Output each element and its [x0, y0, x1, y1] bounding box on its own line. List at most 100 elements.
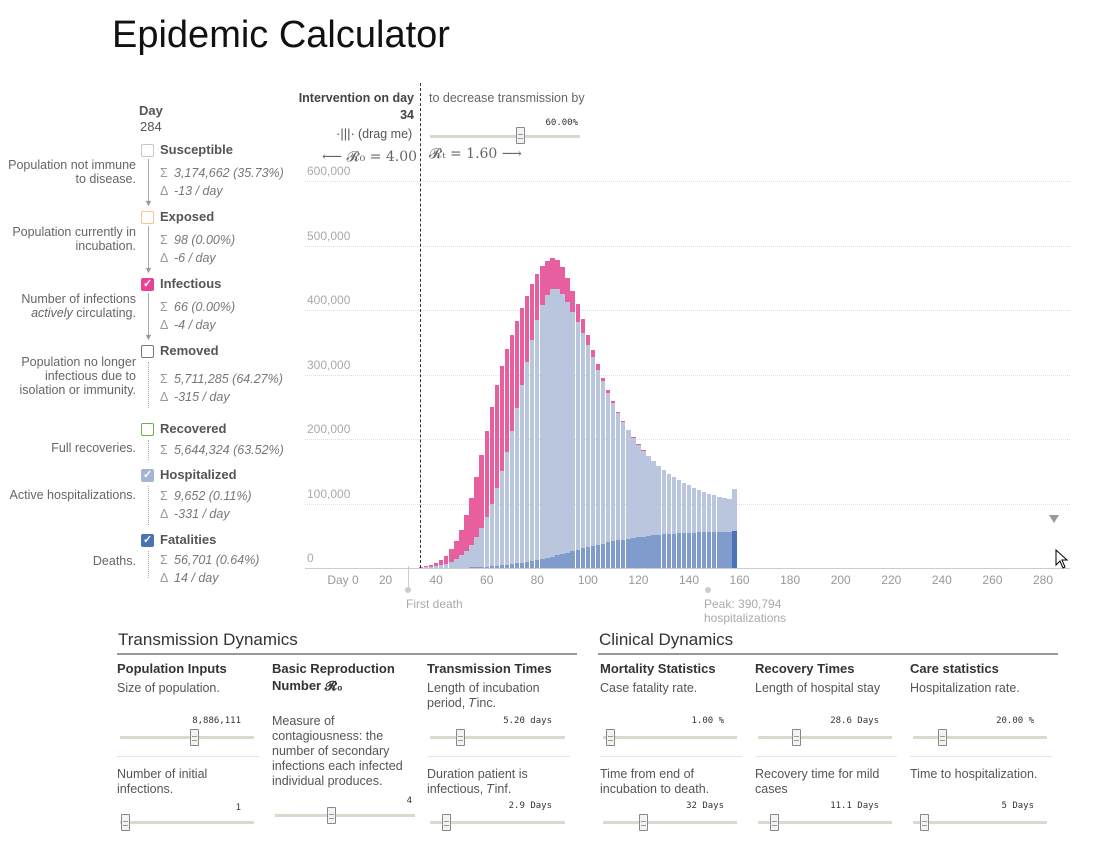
bar-infectious: [600, 377, 606, 382]
checkbox-susceptible[interactable]: [141, 144, 154, 157]
day-label: Day: [139, 103, 163, 118]
bar-hospitalized: [560, 294, 565, 554]
bar-hospitalized: [540, 305, 545, 559]
time-to-hospitalization-slider-knob[interactable]: [919, 814, 929, 831]
bar-fatalities: [686, 532, 692, 568]
delta-symbol: Δ: [160, 507, 169, 521]
sum-symbol: Σ: [160, 372, 168, 386]
bar-infectious: [499, 366, 505, 472]
bar-infectious: [494, 385, 500, 489]
intervention-line[interactable]: [420, 83, 421, 568]
bar-infectious: [575, 304, 580, 323]
bar-hospitalized: [595, 369, 601, 545]
fatality-rate-slider-track[interactable]: [603, 736, 737, 739]
bar-hospitalized: [671, 477, 677, 534]
bar-infectious: [631, 437, 636, 438]
bar-hospitalized: [646, 456, 651, 536]
checkbox-removed[interactable]: [141, 345, 154, 358]
y-tick-label: 400,000: [307, 293, 351, 308]
y-tick-label: 600,000: [307, 164, 351, 179]
state-desc-susceptible: Population not immune to disease.: [8, 158, 136, 186]
hospital-stay-slider-knob[interactable]: [791, 729, 801, 746]
mild-recovery-value: 11.1 Days: [830, 801, 879, 811]
x-tick-label: 180: [780, 573, 801, 587]
bar-fatalities: [509, 564, 515, 568]
drag-handle-icon[interactable]: ·|||·: [336, 126, 355, 141]
initial-infections-description: Number of initial infections.: [117, 767, 208, 796]
stats-exposed: Σ 98 (0.00%) Δ -6 / day: [160, 231, 235, 267]
initial-infections-slider-track[interactable]: [120, 821, 254, 824]
hospital-stay-heading: Recovery Times: [755, 661, 855, 676]
delta-value: -4 / day: [174, 318, 216, 332]
check-icon: ✓: [143, 534, 153, 546]
bar-infectious: [590, 349, 596, 358]
bar-fatalities: [524, 561, 530, 568]
state-toggle-fatalities[interactable]: ✓ Fatalities: [141, 531, 216, 549]
check-icon: ✓: [143, 469, 153, 481]
mild-recovery-description: Recovery time for mild cases: [755, 767, 880, 796]
checkbox-fatalities[interactable]: ✓: [141, 534, 154, 547]
r0-slider-knob[interactable]: [327, 807, 336, 824]
state-toggle-infectious[interactable]: ✓ Infectious: [141, 275, 221, 293]
initial-infections-slider-knob[interactable]: [121, 814, 131, 831]
bar-hospitalized: [474, 537, 479, 568]
bar-infectious: [621, 421, 626, 423]
bar-infectious: [519, 308, 525, 386]
bar-hospitalized: [717, 496, 722, 532]
bar-fatalities: [712, 531, 717, 568]
bar-infectious: [484, 430, 489, 517]
epidemic-chart[interactable]: 0 100,000 200,000 300,000 400,000 500,000 600,…: [305, 90, 1075, 630]
state-toggle-susceptible[interactable]: Susceptible: [141, 141, 233, 159]
checkbox-infectious[interactable]: ✓: [141, 278, 154, 291]
state-toggle-removed[interactable]: Removed: [141, 342, 219, 360]
infectious-duration-slider-track[interactable]: [430, 821, 565, 824]
stats-hospitalized: Σ 9,652 (0.11%) Δ -331 / day: [160, 487, 252, 523]
bar-hospitalized: [489, 503, 494, 567]
bar-infectious: [444, 555, 449, 564]
population-slider-knob[interactable]: [189, 729, 199, 746]
time-to-hospitalization-slider-track[interactable]: [913, 821, 1047, 824]
checkbox-recovered[interactable]: [141, 423, 154, 436]
stats-removed: Σ 5,711,285 (64.27%) Δ -315 / day: [160, 370, 283, 406]
mild-recovery-slider-knob[interactable]: [770, 814, 780, 831]
hospitalization-rate-slider-track[interactable]: [913, 736, 1047, 739]
x-tick-label: 140: [678, 573, 700, 587]
rt-indicator: 𝓡ₜ = 1.60 ⟶: [429, 146, 522, 162]
current-day-marker-icon[interactable]: [1049, 515, 1059, 523]
checkbox-exposed[interactable]: [141, 211, 154, 224]
state-name-susceptible: Susceptible: [160, 142, 233, 157]
state-toggle-recovered[interactable]: Recovered: [141, 420, 226, 438]
checkbox-hospitalized[interactable]: ✓: [141, 469, 154, 482]
incubation-description: Length of incubation period, 𝑇inc.: [427, 681, 540, 710]
hospitalization-rate-slider-knob[interactable]: [938, 729, 948, 746]
mild-recovery-slider-track[interactable]: [758, 821, 892, 824]
bar-fatalities: [519, 562, 525, 568]
time-to-death-slider-track[interactable]: [603, 821, 737, 824]
time-to-death-slider-knob[interactable]: [639, 814, 649, 831]
state-name-exposed: Exposed: [160, 209, 215, 224]
bar-fatalities: [621, 539, 626, 568]
fatality-rate-slider-knob[interactable]: [605, 729, 615, 746]
bar-fatalities: [727, 531, 732, 568]
bar-fatalities: [494, 565, 500, 568]
bar-infectious: [469, 497, 474, 545]
incubation-slider-track[interactable]: [430, 736, 565, 739]
row-divider: [117, 756, 259, 757]
incubation-slider-knob[interactable]: [455, 729, 465, 746]
decrease-slider-knob[interactable]: [516, 127, 525, 144]
r0-heading: Basic Reproduction Number 𝓡₀: [272, 661, 395, 693]
decrease-slider-track[interactable]: [430, 135, 580, 138]
dotted-connector: [148, 440, 149, 460]
r0-slider-track[interactable]: [275, 814, 415, 817]
bar-hospitalized: [509, 430, 515, 565]
x-tick-label: 80: [530, 573, 544, 587]
drag-hint: (drag me): [358, 127, 413, 141]
hospital-stay-slider-track[interactable]: [758, 736, 892, 739]
transmission-dynamics-title: Transmission Dynamics: [118, 630, 298, 649]
infectious-duration-slider-knob[interactable]: [442, 814, 452, 831]
state-toggle-hospitalized[interactable]: ✓ Hospitalized: [141, 466, 237, 484]
state-toggle-exposed[interactable]: Exposed: [141, 208, 214, 226]
bar-infectious: [530, 284, 535, 340]
population-slider-track[interactable]: [120, 736, 254, 739]
delta-value: -315 / day: [174, 390, 230, 404]
